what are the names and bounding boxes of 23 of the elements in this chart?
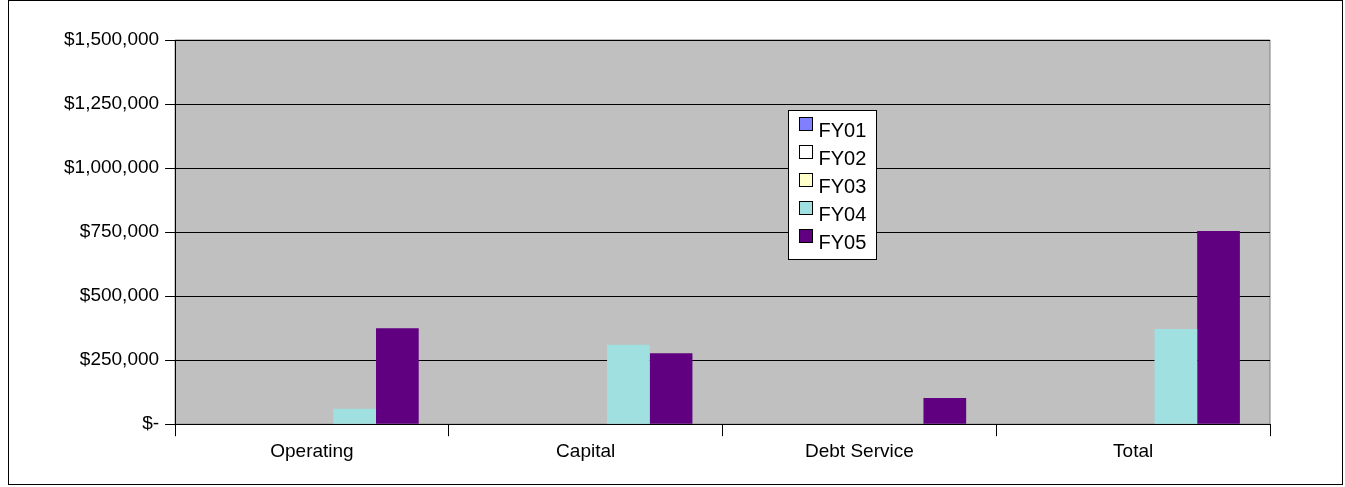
- y-tick-label: $750,000: [79, 220, 160, 242]
- bar: [607, 344, 650, 424]
- bar: [923, 398, 967, 424]
- bar: [1154, 328, 1198, 424]
- bar: [649, 353, 693, 424]
- y-tick-label: $250,000: [79, 348, 160, 370]
- x-tick-label: Debt Service: [805, 439, 914, 461]
- x-tick-label: Operating: [270, 439, 354, 461]
- bar: [376, 328, 419, 424]
- legend-label: FY01: [817, 118, 867, 141]
- bar: [333, 408, 377, 424]
- legend-label: FY03: [817, 174, 867, 197]
- x-tick-label: Total: [1113, 439, 1154, 461]
- y-tick-label: $1,500,000: [64, 28, 160, 50]
- y-tick-label: $1,000,000: [64, 156, 160, 178]
- y-tick-label: $-: [142, 412, 160, 434]
- y-tick-label: $500,000: [79, 284, 160, 306]
- legend-label: FY05: [817, 230, 867, 253]
- x-tick-label: Capital: [556, 439, 616, 461]
- legend-label: FY04: [817, 202, 867, 225]
- y-tick-label: $1,250,000: [64, 92, 160, 114]
- legend-label: FY02: [817, 146, 867, 169]
- bar: [1197, 231, 1240, 424]
